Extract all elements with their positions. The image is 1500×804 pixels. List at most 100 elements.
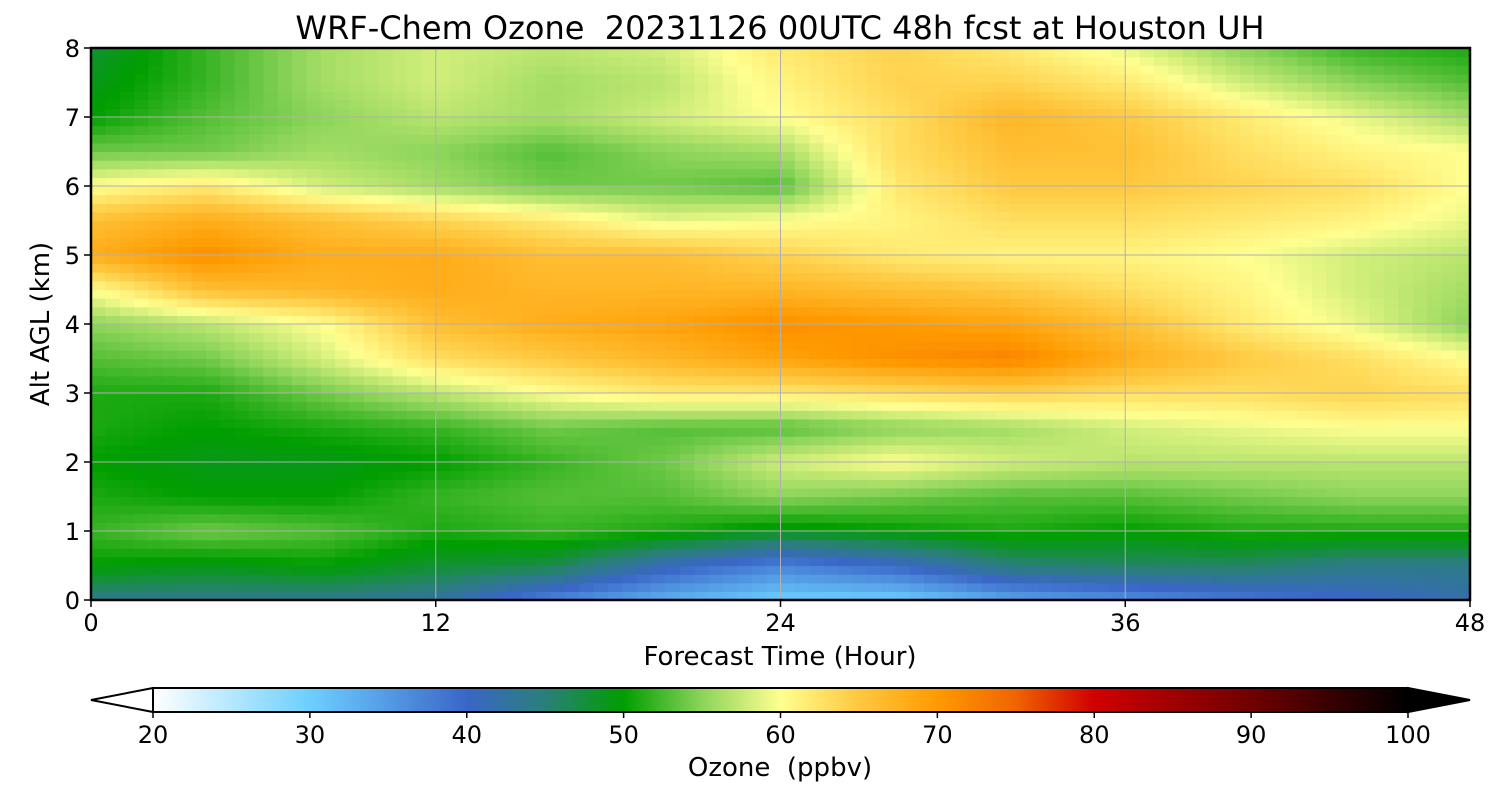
contour-cell xyxy=(134,462,149,471)
contour-cell xyxy=(795,497,810,506)
contour-cell xyxy=(594,229,609,238)
contour-cell xyxy=(105,195,120,204)
contour-cell xyxy=(292,290,307,299)
contour-cell xyxy=(723,169,738,178)
contour-cell xyxy=(192,479,207,488)
contour-cell xyxy=(508,307,523,316)
contour-cell xyxy=(1025,462,1040,471)
contour-cell xyxy=(982,531,997,540)
contour-cell xyxy=(1298,350,1313,359)
contour-cell xyxy=(1025,376,1040,385)
contour-cell xyxy=(637,471,652,480)
contour-cell xyxy=(134,376,149,385)
contour-cell xyxy=(407,315,422,324)
contour-cell xyxy=(809,419,824,428)
contour-cell xyxy=(1341,471,1356,480)
contour-cell xyxy=(493,350,508,359)
contour-cell xyxy=(1211,315,1226,324)
contour-cell xyxy=(1413,367,1428,376)
contour-cell xyxy=(781,324,796,333)
contour-cell xyxy=(364,402,379,411)
contour-cell xyxy=(464,574,479,583)
contour-cell xyxy=(709,169,724,178)
contour-cell xyxy=(1010,479,1025,488)
contour-cell xyxy=(1168,445,1183,454)
contour-cell xyxy=(881,341,896,350)
contour-cell xyxy=(939,462,954,471)
contour-cell xyxy=(1398,419,1413,428)
contour-cell xyxy=(364,497,379,506)
contour-cell xyxy=(1255,169,1270,178)
contour-cell xyxy=(450,497,465,506)
contour-cell xyxy=(910,255,925,264)
contour-cell xyxy=(594,557,609,566)
contour-cell xyxy=(450,169,465,178)
contour-cell xyxy=(1226,281,1241,290)
contour-cell xyxy=(910,229,925,238)
contour-cell xyxy=(1326,540,1341,549)
contour-cell xyxy=(680,497,695,506)
contour-cell xyxy=(1326,341,1341,350)
contour-cell xyxy=(1369,445,1384,454)
contour-cell xyxy=(263,272,278,281)
contour-cell xyxy=(436,212,451,221)
contour-cell xyxy=(781,359,796,368)
contour-cell xyxy=(1355,505,1370,514)
contour-cell xyxy=(436,376,451,385)
contour-cell xyxy=(306,186,321,195)
contour-cell xyxy=(1341,195,1356,204)
contour-cell xyxy=(1168,290,1183,299)
contour-cell xyxy=(1154,497,1169,506)
contour-cell xyxy=(177,436,192,445)
contour-cell xyxy=(421,548,436,557)
contour-cell xyxy=(1384,221,1399,230)
contour-cell xyxy=(1025,367,1040,376)
contour-cell xyxy=(709,514,724,523)
contour-cell xyxy=(335,393,350,402)
contour-cell xyxy=(1082,574,1097,583)
contour-cell xyxy=(1097,367,1112,376)
contour-cell xyxy=(321,177,336,186)
contour-cell xyxy=(651,376,666,385)
contour-cell xyxy=(1082,246,1097,255)
contour-cell xyxy=(680,436,695,445)
contour-cell xyxy=(421,169,436,178)
contour-cell xyxy=(306,177,321,186)
contour-cell xyxy=(666,246,681,255)
contour-cell xyxy=(421,384,436,393)
contour-cell xyxy=(1183,514,1198,523)
contour-cell xyxy=(1197,583,1212,592)
contour-cell xyxy=(1369,160,1384,169)
contour-cell xyxy=(1312,333,1327,342)
contour-cell xyxy=(450,514,465,523)
contour-cell xyxy=(134,393,149,402)
contour-cell xyxy=(565,264,580,273)
contour-cell xyxy=(910,333,925,342)
contour-cell xyxy=(1326,583,1341,592)
contour-cell xyxy=(378,367,393,376)
contour-cell xyxy=(953,566,968,575)
contour-cell xyxy=(551,419,566,428)
contour-cell xyxy=(292,453,307,462)
contour-cell xyxy=(163,514,178,523)
contour-cell xyxy=(1025,195,1040,204)
contour-cell xyxy=(709,333,724,342)
contour-cell xyxy=(105,177,120,186)
contour-cell xyxy=(393,497,408,506)
contour-cell xyxy=(1312,522,1327,531)
contour-cell xyxy=(1240,367,1255,376)
contour-cell xyxy=(651,255,666,264)
contour-cell xyxy=(1384,324,1399,333)
contour-cell xyxy=(579,152,594,161)
contour-cell xyxy=(608,290,623,299)
contour-cell xyxy=(594,238,609,247)
contour-cell xyxy=(1125,436,1140,445)
contour-cell xyxy=(493,264,508,273)
contour-cell xyxy=(1255,488,1270,497)
contour-cell xyxy=(321,246,336,255)
contour-cell xyxy=(1398,359,1413,368)
contour-cell xyxy=(91,505,106,514)
contour-cell xyxy=(594,428,609,437)
contour-cell xyxy=(1211,471,1226,480)
contour-cell xyxy=(1240,315,1255,324)
